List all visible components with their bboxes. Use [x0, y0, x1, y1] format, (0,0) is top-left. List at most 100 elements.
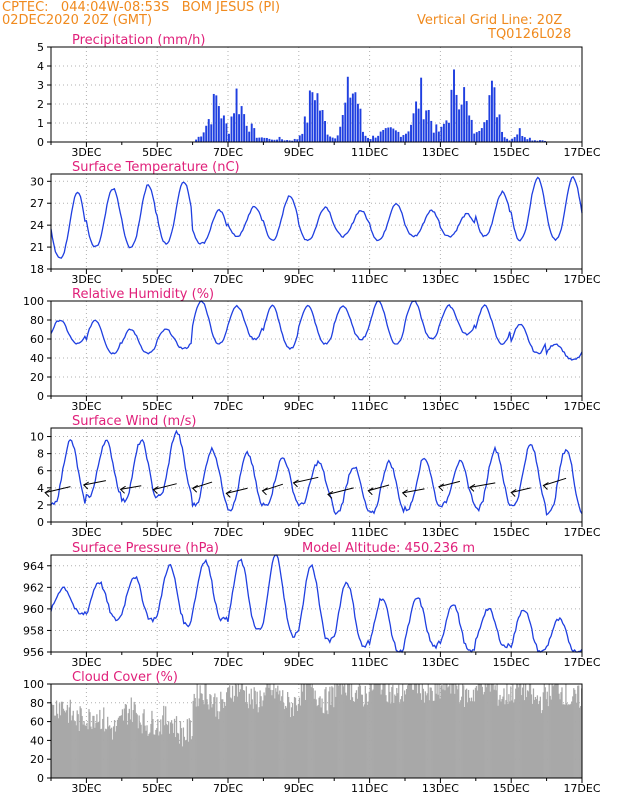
y-tick-label: 40	[30, 352, 44, 365]
precip-bar	[480, 128, 483, 142]
precip-bar	[228, 133, 230, 142]
cloud-bar	[375, 684, 377, 778]
precip-bar	[405, 133, 407, 142]
precip-bar	[225, 123, 228, 142]
x-tick-label: 11DEC	[351, 273, 388, 286]
precip-bar	[392, 128, 395, 142]
precip-bar	[301, 133, 304, 142]
precip-bar	[296, 139, 299, 142]
cloud-bar	[390, 703, 392, 778]
cloud-bar	[570, 703, 572, 778]
cloud-bar	[402, 684, 404, 778]
cloud-bar	[173, 718, 176, 778]
cloud-bar	[563, 704, 565, 778]
wind-arrow	[83, 480, 106, 486]
cloud-bar	[245, 686, 247, 778]
cloud-bar	[341, 694, 343, 778]
cloud-bar	[67, 722, 69, 778]
precip-bar	[508, 140, 511, 142]
precip-bar	[394, 130, 397, 142]
wind-arrow-head	[261, 487, 268, 496]
cloud-bar	[420, 699, 423, 778]
cloud-bar	[163, 705, 165, 778]
cloud-bar	[180, 728, 183, 778]
cloud-bar	[518, 687, 520, 778]
cloud-bar	[461, 696, 463, 778]
cloud-bar	[486, 684, 488, 778]
y-tick-label: 8	[37, 448, 44, 461]
cloud-bar	[284, 709, 286, 778]
cloud-bar	[432, 700, 434, 778]
cloud-bar	[287, 696, 290, 778]
x-tick-label: 11DEC	[351, 146, 388, 159]
cloud-bar	[164, 725, 166, 778]
cloud-bar	[535, 699, 538, 778]
cloud-bar	[254, 690, 256, 778]
cloud-bar	[558, 693, 560, 778]
wind-arrow	[44, 486, 71, 494]
cloud-bar	[214, 693, 216, 778]
cloud-bar	[539, 696, 541, 778]
cloud-bar	[196, 684, 198, 778]
cloud-bar	[400, 699, 402, 778]
cloud-bar	[483, 691, 485, 778]
cloud-bar	[89, 712, 91, 778]
cloud-bar	[474, 687, 477, 778]
precip-bar	[286, 140, 289, 142]
x-tick-label: 3DEC	[71, 146, 101, 159]
cloud-bar	[465, 688, 468, 778]
cloud-bar	[338, 685, 340, 778]
cloud-bar	[216, 697, 218, 778]
cloud-bar	[326, 710, 328, 778]
precip-bar	[531, 140, 534, 142]
cloud-bar	[231, 685, 234, 778]
cloud-bar	[364, 685, 366, 778]
cloud-bar	[417, 684, 420, 778]
cloud-bar	[300, 684, 303, 778]
cloud-bar	[359, 685, 362, 778]
cloud-bar	[114, 731, 117, 778]
cloud-bar	[475, 686, 478, 778]
x-tick-label: 13DEC	[422, 526, 459, 539]
cloud-bar	[487, 684, 489, 778]
precip-bar	[488, 95, 491, 142]
cloud-bar	[260, 696, 262, 778]
cloud-bar	[71, 715, 73, 778]
cloud-bar	[377, 684, 379, 778]
precip-bar	[387, 127, 390, 142]
cloud-bar	[156, 727, 158, 778]
y-tick-label: 80	[30, 697, 44, 710]
cloud-bar	[95, 722, 97, 778]
cloud-bar	[503, 688, 505, 778]
precip-bar	[475, 132, 478, 142]
precip-bar	[528, 137, 531, 142]
precip-bar	[425, 110, 428, 142]
panel-frame	[50, 173, 583, 270]
cloud-bar	[353, 701, 356, 778]
cloud-bar	[509, 701, 511, 778]
cloud-bar	[220, 691, 222, 778]
cloud-bar	[225, 705, 227, 778]
wind-arrow	[153, 483, 177, 491]
y-tick-label: 60	[30, 716, 44, 729]
precip-bar	[354, 92, 357, 142]
precip-bar	[349, 97, 352, 142]
x-tick-label: 5DEC	[142, 273, 172, 286]
cloud-bar	[93, 715, 95, 778]
cloud-bar	[181, 746, 184, 778]
cloud-bar	[398, 684, 400, 778]
cloud-bar	[187, 741, 189, 778]
cloud-bar	[186, 719, 188, 778]
cloud-bar	[86, 722, 88, 778]
precip-bar	[422, 119, 425, 142]
cloud-bar	[151, 710, 153, 778]
cloud-bar	[111, 739, 114, 778]
y-tick-label: 6	[37, 465, 44, 478]
cloud-bar	[204, 684, 206, 778]
cloud-bar	[239, 689, 242, 778]
cloud-bar	[576, 702, 578, 778]
panel-title: Relative Humidity (%)	[72, 287, 214, 302]
precip-bar	[399, 136, 402, 142]
cloud-bar	[109, 725, 111, 778]
cloud-bar	[476, 690, 479, 778]
